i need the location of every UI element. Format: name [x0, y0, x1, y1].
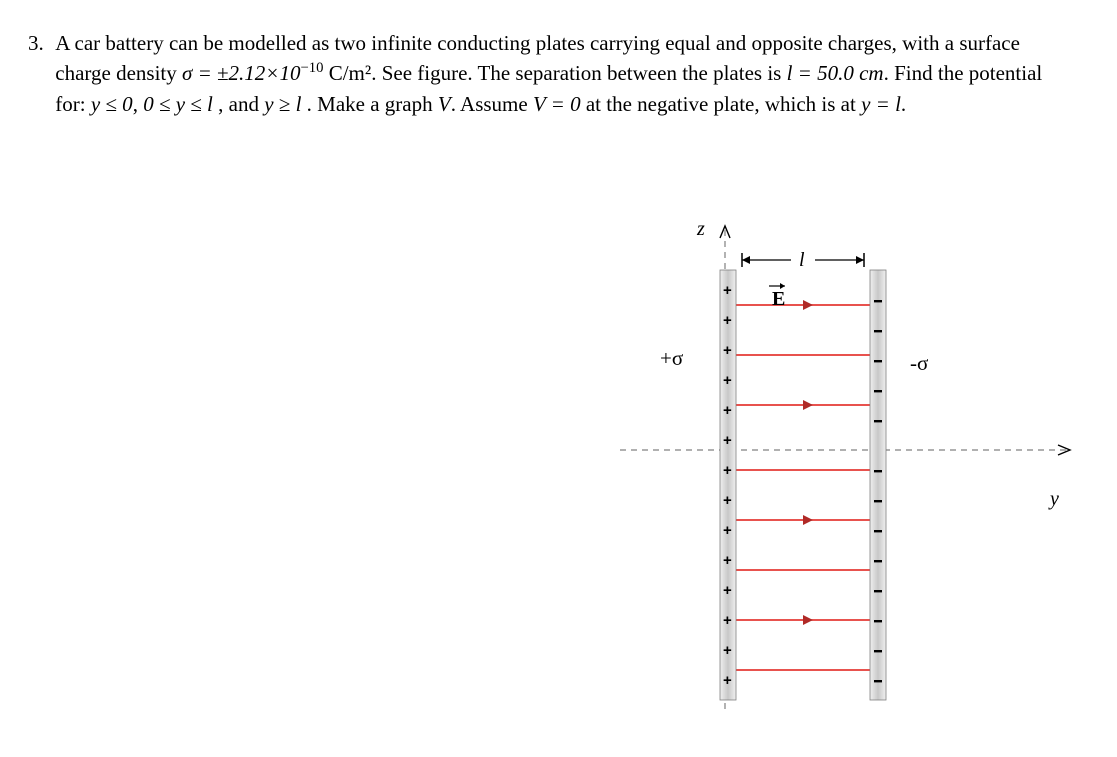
- svg-text:+: +: [723, 402, 732, 419]
- graph-var: V: [438, 92, 451, 116]
- text-mid1: . See figure. The separation between the…: [371, 61, 786, 85]
- svg-text:-σ: -σ: [910, 351, 928, 375]
- svg-text:y: y: [1048, 488, 1059, 510]
- svg-text:+: +: [723, 642, 732, 659]
- svg-text:+: +: [723, 612, 732, 629]
- svg-text:+: +: [723, 462, 732, 479]
- svg-text:+: +: [723, 372, 732, 389]
- svg-text:+: +: [723, 582, 732, 599]
- svg-text:+: +: [723, 552, 732, 569]
- yeql: y = l: [861, 92, 901, 116]
- text-mid4: . Assume: [451, 92, 533, 116]
- region2: 0 ≤ y ≤ l: [143, 92, 213, 116]
- text-mid3: . Make a graph: [301, 92, 437, 116]
- svg-text:+: +: [723, 312, 732, 329]
- svg-text:+: +: [723, 282, 732, 299]
- l-expression: l = 50.0 cm: [787, 61, 884, 85]
- svg-text:+: +: [723, 672, 732, 689]
- comma1: ,: [133, 92, 144, 116]
- region1: y ≤ 0: [91, 92, 133, 116]
- svg-text:l: l: [799, 249, 805, 271]
- svg-text:+: +: [723, 342, 732, 359]
- problem-number: 3.: [28, 28, 50, 58]
- period: .: [901, 92, 906, 116]
- region3: y ≥ l: [264, 92, 301, 116]
- comma2: , and: [213, 92, 264, 116]
- sigma-unit: C/m²: [323, 61, 371, 85]
- svg-text:+: +: [723, 492, 732, 509]
- sigma-expression: σ = ±2.12×10: [182, 61, 300, 85]
- svg-text:z: z: [696, 218, 705, 240]
- sigma-exponent: −10: [300, 60, 323, 76]
- svg-text:E: E: [772, 288, 785, 310]
- svg-text:+: +: [723, 432, 732, 449]
- vzero: V = 0: [533, 92, 581, 116]
- figure-diagram: y z lE + + + + + + + + + + + + + + +σ -σ: [620, 210, 1090, 740]
- problem-container: 3. A car battery can be modelled as two …: [28, 28, 1088, 119]
- text-mid5: at the negative plate, which is at: [581, 92, 862, 116]
- svg-text:+σ: +σ: [660, 346, 683, 370]
- svg-text:+: +: [723, 522, 732, 539]
- problem-text: A car battery can be modelled as two inf…: [55, 28, 1055, 119]
